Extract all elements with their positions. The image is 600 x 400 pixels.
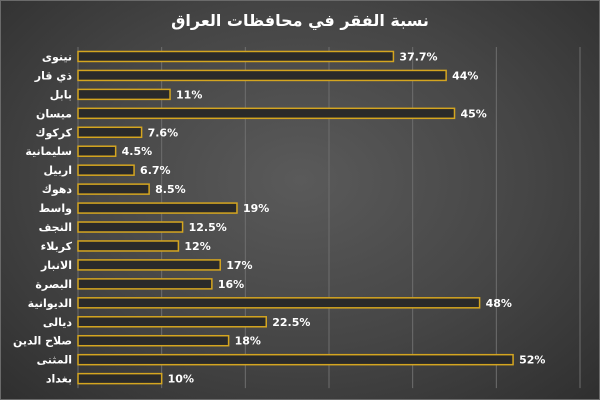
bar: [77, 278, 213, 290]
bar: [77, 88, 171, 101]
data-label: 12.5%: [189, 221, 227, 234]
bar: [77, 50, 395, 63]
category-tick-label: واسط: [39, 202, 72, 215]
data-label: 6.7%: [140, 164, 171, 177]
data-label: 10%: [168, 373, 194, 386]
data-label: 22.5%: [272, 316, 310, 329]
data-label: 44%: [452, 69, 478, 82]
category-tick-label: بغداد: [46, 373, 72, 386]
category-tick-label: دهوك: [42, 183, 73, 196]
category-tick-label: الديوانية: [28, 297, 72, 310]
data-label: 11%: [176, 88, 202, 101]
data-label: 8.5%: [155, 183, 186, 196]
category-tick-label: صلاح الدين: [13, 335, 72, 348]
data-label: 7.6%: [148, 126, 179, 139]
data-label: 19%: [243, 202, 269, 215]
category-tick-label: الانبار: [40, 259, 72, 272]
bar: [77, 69, 447, 82]
category-tick-label: ذي قار: [34, 69, 73, 82]
data-label: 45%: [461, 107, 487, 120]
category-tick-label: ميسان: [36, 107, 72, 120]
bar: [77, 372, 163, 385]
category-tick-label: البصرة: [35, 278, 72, 291]
bar: [77, 240, 180, 252]
bar: [77, 126, 143, 139]
bar: [77, 297, 481, 309]
bar: [77, 353, 514, 366]
data-label: 18%: [235, 335, 261, 348]
data-label: 12%: [184, 240, 210, 253]
data-label: 48%: [486, 297, 512, 310]
data-label: 4.5%: [122, 145, 153, 158]
category-tick-label: المثنى: [37, 354, 72, 367]
bar: [77, 316, 267, 328]
bar: [77, 107, 456, 120]
bars: نينوى 37.7% ذي قار 44% بابل 11% ميسان 45% كركوك 7…: [13, 50, 545, 385]
data-label: 17%: [226, 259, 252, 272]
category-tick-label: سليمانية: [25, 145, 72, 158]
bar: [77, 259, 221, 271]
gridlines: [77, 47, 581, 389]
category-tick-label: كركوك: [35, 126, 72, 139]
bar: [77, 334, 230, 347]
data-label: 16%: [218, 278, 244, 291]
bar: [77, 183, 150, 195]
category-tick-label: كربلاء: [41, 240, 73, 253]
category-tick-label: نينوى: [42, 50, 72, 63]
category-tick-label: اربيل: [43, 164, 72, 177]
data-label: 52%: [519, 354, 545, 367]
chart-title: نسبة الفقر في محافظات العراق: [171, 11, 429, 31]
bar: [77, 164, 135, 176]
bar: [77, 221, 184, 233]
category-tick-label: النجف: [39, 221, 72, 234]
bar: [77, 145, 117, 157]
category-tick-label: بابل: [50, 88, 72, 101]
category-tick-label: ديالى: [43, 316, 73, 329]
data-label: 37.7%: [399, 50, 437, 63]
bar: [77, 202, 238, 214]
